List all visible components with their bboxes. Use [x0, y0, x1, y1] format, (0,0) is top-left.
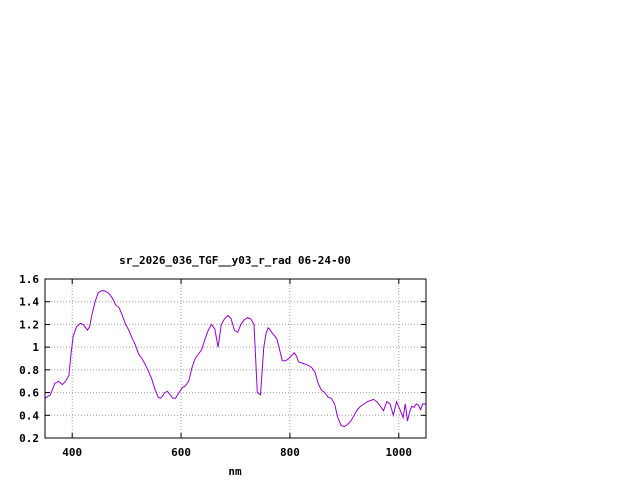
y-tick-label: 0.8: [19, 364, 39, 377]
x-tick-label: 1000: [386, 446, 413, 459]
series-group: [44, 289, 426, 428]
plot-frame: [44, 278, 427, 439]
y-tick-label: 0.4: [19, 409, 39, 422]
y-tick-label: 0.6: [19, 387, 39, 400]
x-tick-label: 600: [171, 446, 191, 459]
x-tick-labels: 400 600 800 1000: [62, 446, 412, 459]
y-tick-label: 1.2: [19, 318, 39, 331]
y-tick-label: 1.6: [19, 273, 39, 286]
y-tick-labels: 0.2 0.4 0.6 0.8 1 1.2 1.4 1.6: [19, 273, 39, 445]
x-axis-label: nm: [228, 465, 242, 478]
x-tick-label: 400: [62, 446, 82, 459]
series-line: [44, 289, 426, 428]
x-tick-label: 800: [280, 446, 300, 459]
y-tick-label: 1.4: [19, 296, 39, 309]
chart-title: sr_2026_036_TGF__y03_r_rad 06-24-00: [119, 254, 351, 267]
grid: [45, 279, 426, 438]
y-tick-label: 0.2: [19, 432, 39, 445]
ticks: [45, 278, 426, 439]
y-tick-label: 1: [32, 341, 39, 354]
